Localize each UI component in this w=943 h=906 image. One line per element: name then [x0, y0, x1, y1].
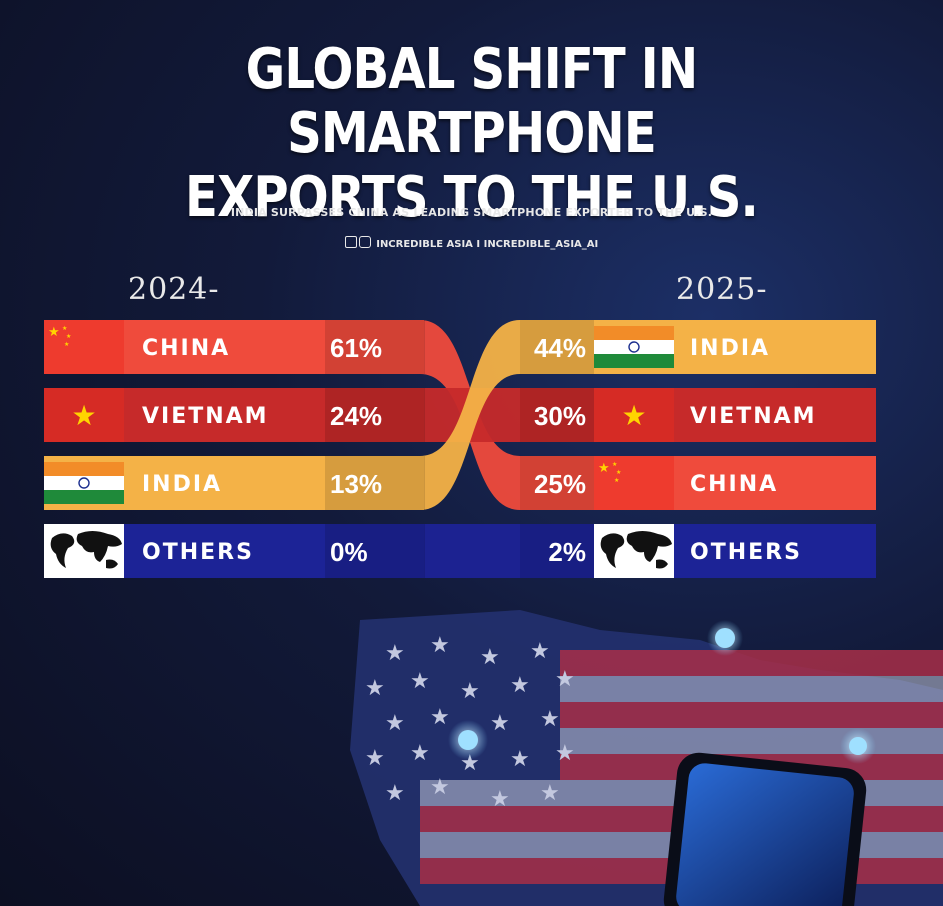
value-label: 25%	[534, 469, 586, 499]
country-label: CHINA	[142, 336, 230, 361]
svg-text:★: ★	[385, 711, 405, 736]
svg-text:★: ★	[430, 705, 450, 730]
svg-text:★: ★	[71, 399, 96, 432]
value-label: 0%	[330, 537, 368, 567]
country-label: INDIA	[142, 472, 222, 497]
svg-text:★: ★	[365, 676, 385, 701]
background-scene: ★ ★ ★ ★ ★ ★ ★ ★ ★ ★ ★ ★ ★ ★ ★ ★ ★ ★ ★ ★ ★ ★	[350, 610, 943, 906]
svg-text:★: ★	[490, 787, 510, 812]
instagram-icon	[358, 236, 371, 248]
bar-2025-vietnam: ★ VIETNAM 30%	[520, 388, 876, 442]
value-label: 2%	[548, 537, 586, 567]
facebook-icon	[344, 236, 357, 248]
country-label: VIETNAM	[690, 404, 817, 429]
bar-2024-others: OTHERS 0%	[44, 524, 425, 578]
bar-2024-vietnam: ★ VIETNAM 24%	[44, 388, 425, 442]
svg-text:★: ★	[64, 341, 69, 348]
country-label: VIETNAM	[142, 404, 269, 429]
bar-2025-india: INDIA 44%	[520, 320, 876, 374]
svg-text:★: ★	[612, 461, 617, 468]
svg-text:★: ★	[410, 669, 430, 694]
title-line-1: GLOBAL SHIFT IN SMARTPHONE	[245, 37, 698, 166]
svg-text:★: ★	[48, 325, 60, 340]
svg-text:★: ★	[490, 711, 510, 736]
connector-india	[420, 320, 520, 510]
svg-text:★: ★	[62, 325, 67, 332]
svg-text:★: ★	[510, 747, 530, 772]
value-label: 44%	[534, 333, 586, 363]
country-label: OTHERS	[690, 540, 802, 565]
country-label: OTHERS	[142, 540, 254, 565]
svg-text:★: ★	[555, 741, 575, 766]
svg-text:★: ★	[614, 477, 619, 484]
svg-text:★: ★	[555, 667, 575, 692]
title-line-2: EXPORTS TO THE U.S.	[185, 165, 759, 230]
connectors	[420, 320, 520, 578]
bar-2025-others: OTHERS 2%	[520, 524, 876, 578]
svg-text:★: ★	[385, 781, 405, 806]
svg-text:★: ★	[540, 781, 560, 806]
value-label: 24%	[330, 401, 382, 431]
connector-others	[420, 524, 520, 578]
subtitle: INDIA SURPASSES CHINA AS LEADING SMARTPH…	[230, 206, 713, 219]
svg-text:★: ★	[510, 673, 530, 698]
svg-text:★: ★	[540, 707, 560, 732]
svg-text:★: ★	[530, 639, 550, 664]
country-label: CHINA	[690, 472, 778, 497]
svg-text:★: ★	[365, 746, 385, 771]
svg-text:★: ★	[480, 645, 500, 670]
smartphone-icon	[663, 752, 867, 906]
svg-text:★: ★	[460, 679, 480, 704]
svg-text:★: ★	[385, 641, 405, 666]
svg-text:★: ★	[598, 461, 610, 476]
value-label: 13%	[330, 469, 382, 499]
year-label-2024: 2024-	[128, 272, 220, 307]
credit-line: INCREDIBLE ASIA I INCREDIBLE_ASIA_AI	[0, 236, 943, 250]
svg-text:★: ★	[410, 741, 430, 766]
page-title: GLOBAL SHIFT IN SMARTPHONE EXPORTS TO TH…	[66, 38, 877, 230]
country-label: INDIA	[690, 336, 770, 361]
year-label-2025: 2025-	[676, 272, 768, 307]
svg-text:★: ★	[430, 775, 450, 800]
credit-text: INCREDIBLE ASIA I INCREDIBLE_ASIA_AI	[376, 239, 599, 250]
svg-text:★: ★	[66, 333, 71, 340]
svg-text:★: ★	[616, 469, 621, 476]
user-pin-icon	[448, 620, 876, 764]
bar-2024-india: INDIA 13%	[44, 456, 425, 510]
svg-text:★: ★	[621, 399, 646, 432]
svg-text:★: ★	[430, 633, 450, 658]
value-label: 30%	[534, 401, 586, 431]
value-label: 61%	[330, 333, 382, 363]
bar-2024-china: ★ ★★★ CHINA 61%	[44, 320, 425, 374]
